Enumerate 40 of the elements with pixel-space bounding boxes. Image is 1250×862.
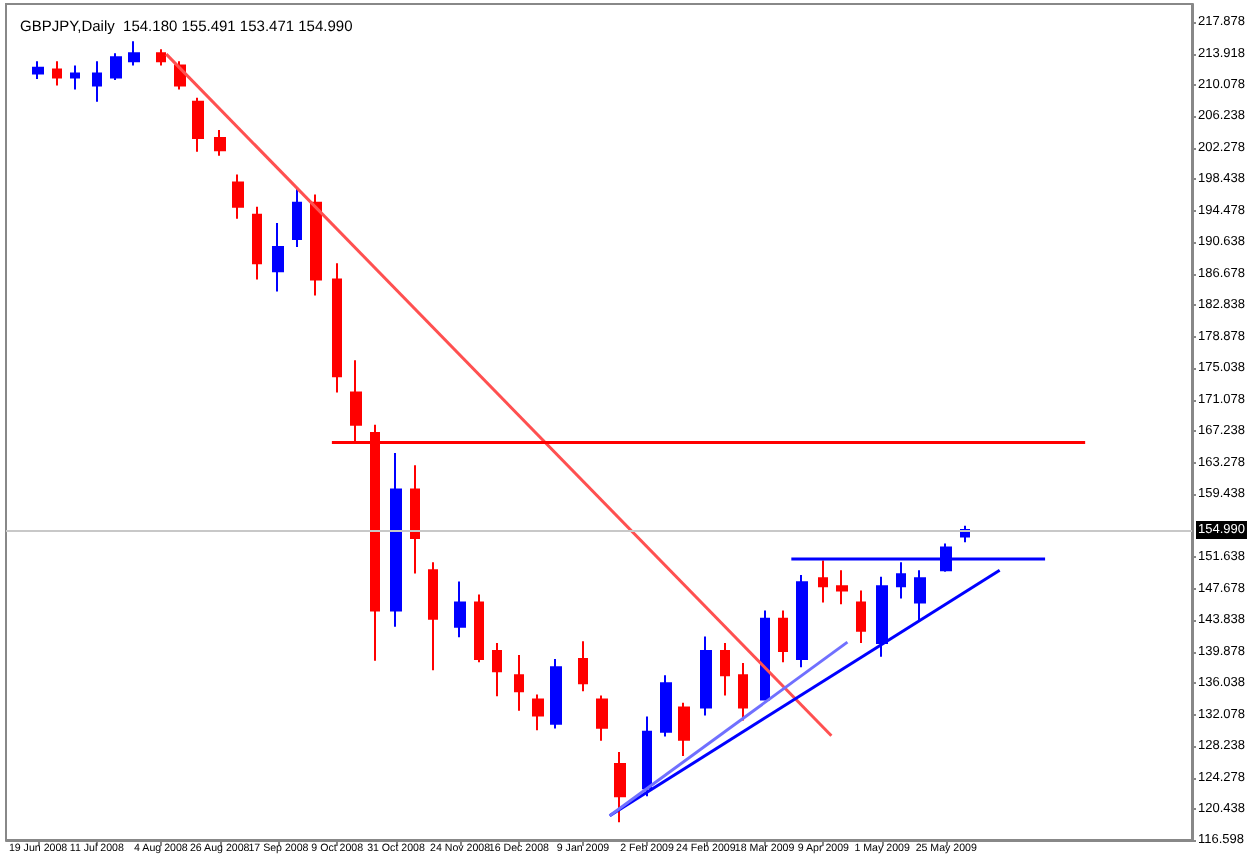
candlestick	[642, 715, 652, 798]
candlestick	[214, 129, 226, 157]
candlestick	[128, 40, 140, 67]
candlestick	[390, 452, 402, 628]
candlestick	[678, 701, 690, 757]
candlestick	[52, 60, 62, 87]
candlestick	[192, 96, 204, 153]
candlestick	[454, 580, 466, 639]
candlestick	[292, 187, 302, 249]
candlestick	[332, 262, 342, 394]
candlestick	[428, 561, 438, 672]
candlestick	[252, 205, 262, 281]
candlestick	[876, 575, 888, 658]
candlestick	[92, 60, 102, 103]
candlestick	[738, 662, 748, 722]
candlestick	[410, 464, 420, 575]
candlestick	[796, 574, 808, 669]
candlestick	[70, 64, 80, 91]
candlestick	[614, 750, 626, 824]
candlestick	[492, 641, 502, 698]
candlestick	[310, 193, 322, 297]
candlestick	[660, 674, 672, 738]
candlestick	[700, 635, 712, 717]
candlestick	[232, 173, 244, 220]
candlestick	[32, 60, 44, 81]
candlestick	[578, 640, 588, 693]
candlestick	[596, 694, 608, 742]
candlestick	[856, 589, 866, 644]
candlestick	[110, 52, 122, 81]
candlestick	[474, 593, 484, 664]
candlestick	[514, 654, 524, 712]
candlestick	[836, 569, 848, 606]
candlestick	[760, 609, 770, 701]
candlestick	[778, 609, 788, 664]
candlestick	[272, 221, 284, 293]
candlestick	[550, 658, 562, 730]
candlestick	[532, 693, 544, 732]
candlestick	[720, 641, 730, 697]
candlestick	[156, 48, 166, 67]
candlestick	[818, 559, 828, 604]
